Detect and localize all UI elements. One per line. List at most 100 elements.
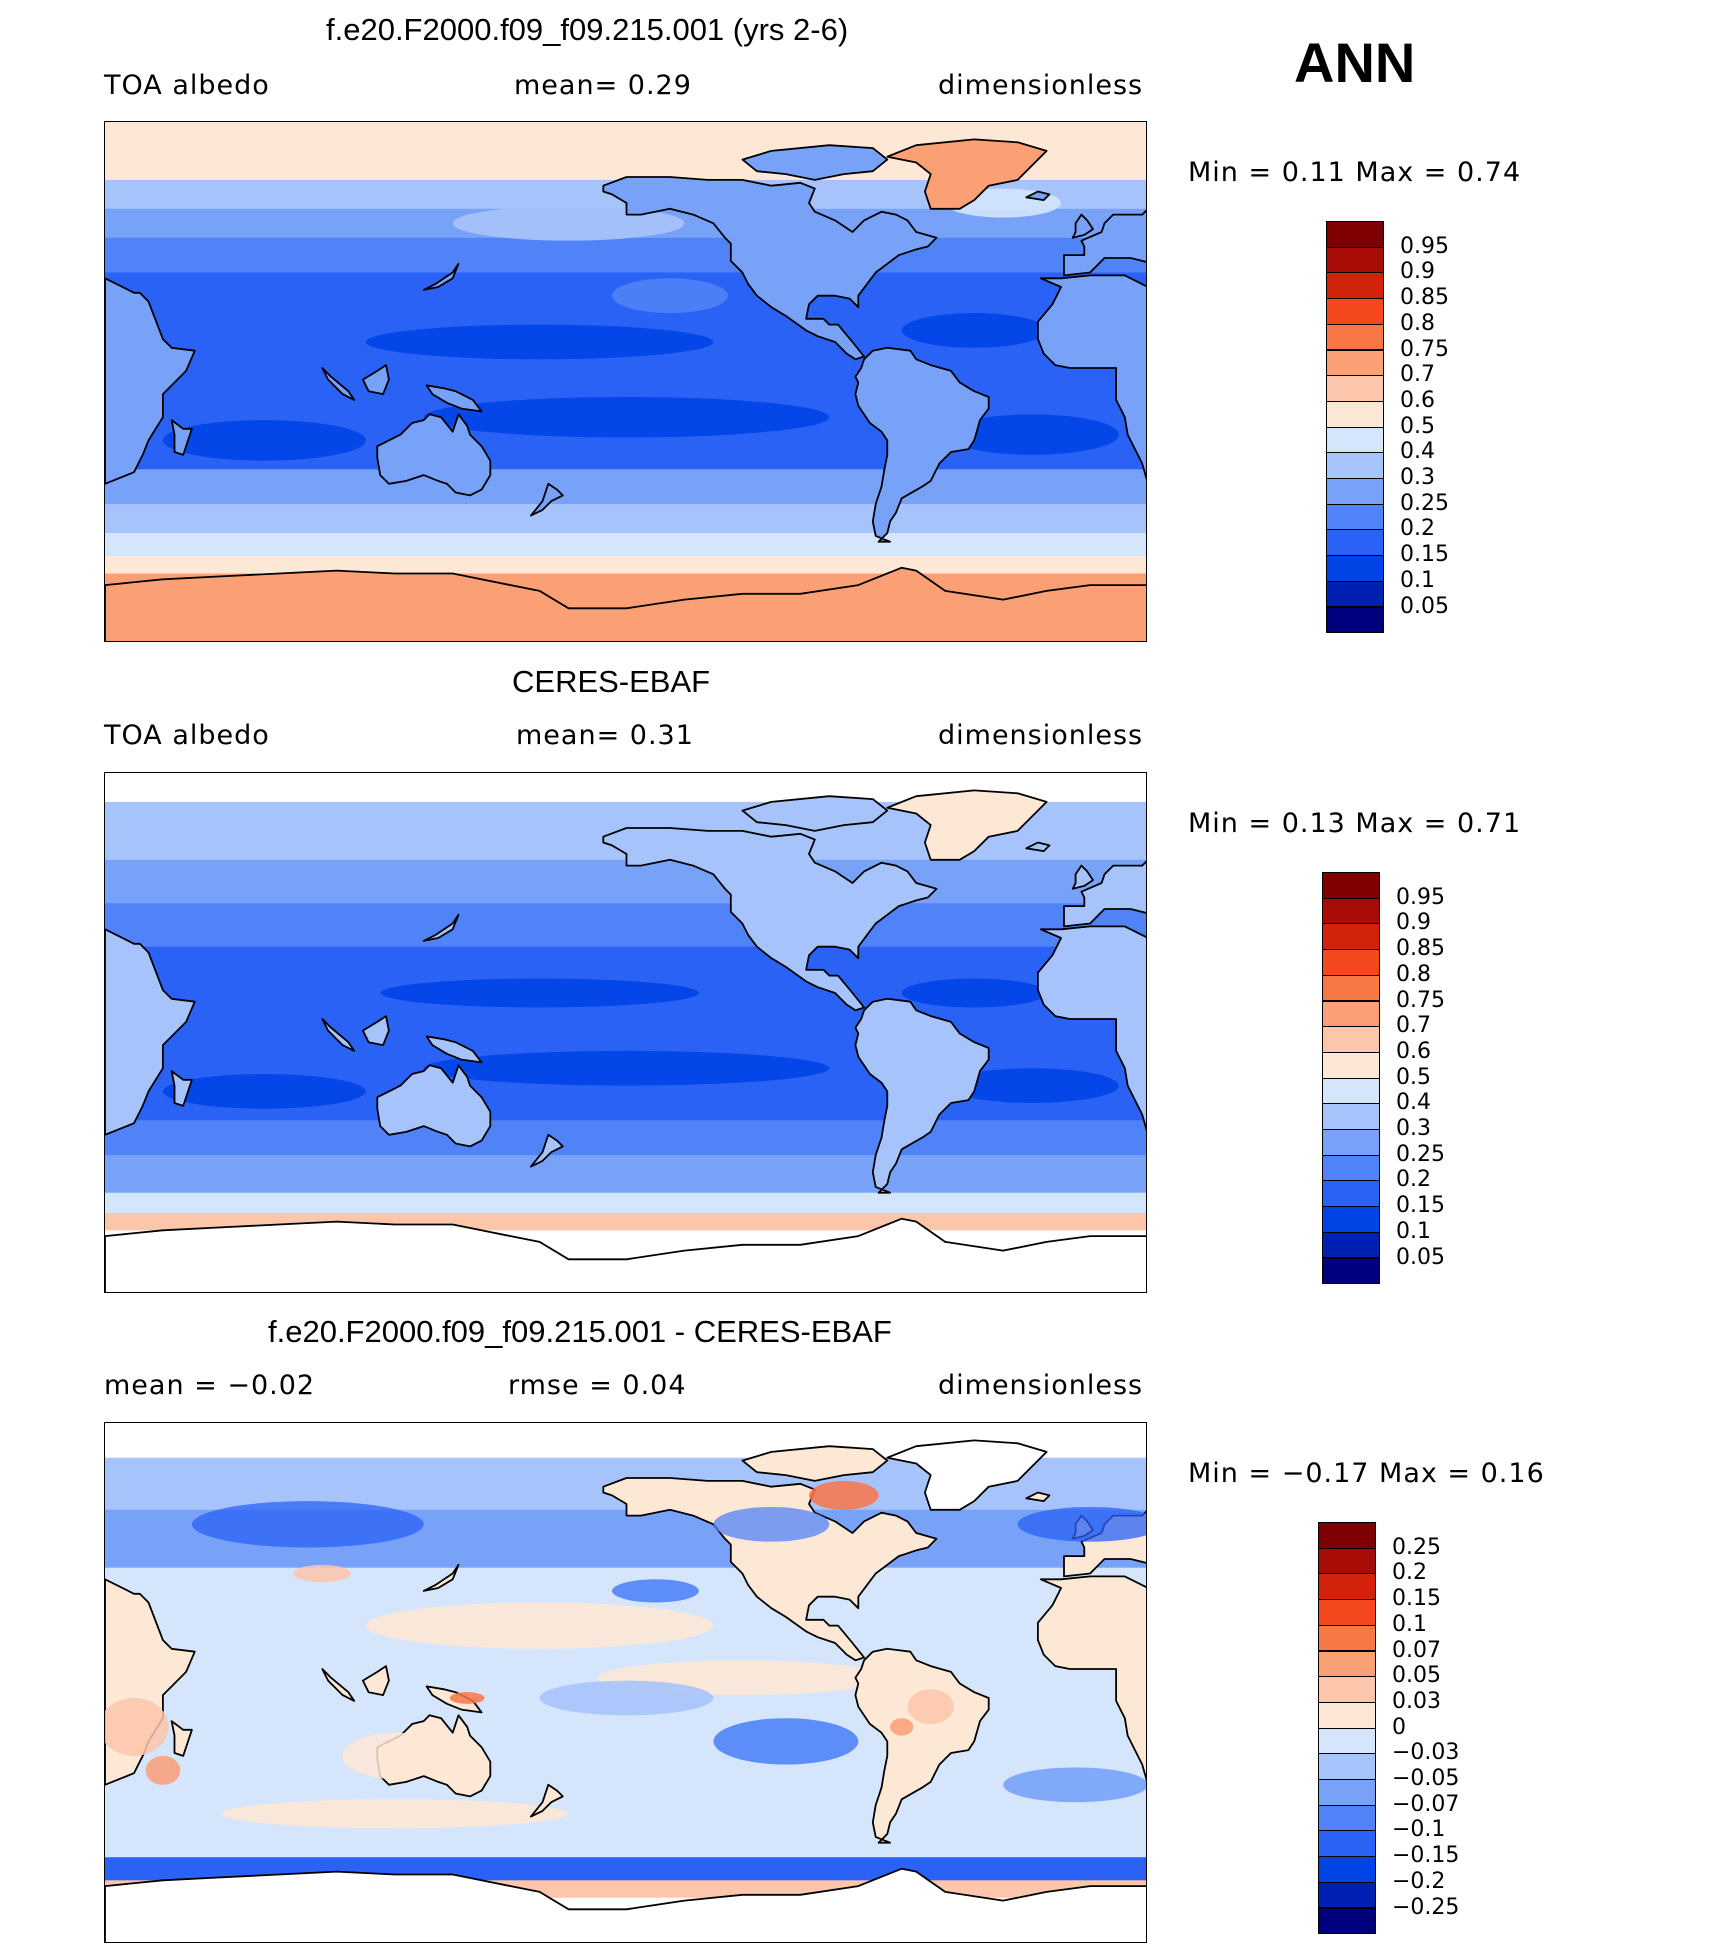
colorbar-swatch <box>1326 606 1384 634</box>
colorbar-swatch <box>1326 323 1384 351</box>
field-band <box>105 556 1146 575</box>
field-anomaly <box>901 313 1047 348</box>
coastline-sumatra <box>321 1668 356 1702</box>
colorbar-tick-label: 0.85 <box>1396 936 1445 962</box>
colorbar-tick-label: 0 <box>1392 1714 1406 1740</box>
panel-1-minmax: Min = 0.11 Max = 0.74 <box>1188 157 1522 188</box>
colorbar-swatch <box>1322 1000 1380 1028</box>
field-anomaly <box>365 324 714 360</box>
colorbar-swatch <box>1322 1026 1380 1053</box>
coastline-uk <box>1071 213 1094 239</box>
coastline-indonesia-borneo <box>361 1015 390 1047</box>
colorbar-tick-label: 0.2 <box>1392 1560 1427 1586</box>
colorbar-swatch <box>1318 1547 1376 1575</box>
colorbar-swatch <box>1322 1154 1380 1182</box>
coastline-north-america <box>602 176 938 361</box>
coastline-africa <box>1037 274 1146 481</box>
field-anomaly <box>365 1602 714 1649</box>
panel-2-mean-label: mean= 0.31 <box>516 720 694 751</box>
colorbar-tick-label: 0.8 <box>1396 961 1431 987</box>
colorbar-tick-label: 0.6 <box>1396 1038 1431 1064</box>
panel-2-map-svg <box>105 773 1146 1292</box>
colorbar-tick-label: −0.07 <box>1392 1791 1460 1817</box>
panel-3-map-svg <box>105 1423 1146 1942</box>
panel-2-variable-label: TOA albedo <box>104 720 270 751</box>
colorbar-tick-label: 0.75 <box>1396 987 1445 1013</box>
coastline-antarctica <box>105 1867 1146 1942</box>
colorbar-tick-label: −0.1 <box>1392 1817 1446 1843</box>
panel-3-mean-label: mean = −0.02 <box>104 1370 316 1401</box>
coastline-madagascar <box>170 1070 193 1107</box>
field-anomaly <box>901 978 1047 1008</box>
colorbar-swatch <box>1318 1727 1376 1755</box>
coastline-madagascar <box>170 419 193 456</box>
colorbar-tick-label: 0.07 <box>1392 1637 1441 1663</box>
field-anomaly <box>1017 1506 1146 1542</box>
panel-3-units-label: dimensionless <box>938 1370 1144 1401</box>
panel-2-title: CERES-EBAF <box>512 664 711 699</box>
field-anomaly <box>890 1718 914 1736</box>
colorbar-swatch <box>1318 1856 1376 1883</box>
colorbar-swatch <box>1318 1599 1376 1626</box>
colorbar-tick-label: 0.03 <box>1392 1688 1441 1714</box>
coastline-greenland <box>886 789 1048 861</box>
coastline-new-zealand <box>529 1133 564 1168</box>
colorbar-swatch <box>1318 1701 1376 1729</box>
colorbar-swatch <box>1326 426 1384 454</box>
colorbar-swatch <box>1318 1676 1376 1703</box>
colorbar-tick-label: 0.3 <box>1396 1116 1431 1141</box>
colorbar-swatch <box>1322 1103 1380 1130</box>
field-anomaly <box>342 1732 447 1780</box>
coastline-new-guinea <box>425 1035 483 1064</box>
coastline-new-guinea <box>425 384 483 413</box>
coastline-australia <box>376 413 492 497</box>
panel-3-minmax: Min = −0.17 Max = 0.16 <box>1188 1458 1545 1489</box>
field-anomaly <box>612 278 728 314</box>
coastline-greenland <box>886 1439 1048 1511</box>
panel-2-map <box>104 772 1147 1293</box>
colorbar-swatch <box>1318 1753 1376 1780</box>
colorbar-swatch <box>1318 1907 1376 1935</box>
colorbar-swatch <box>1322 1257 1380 1285</box>
season-label: ANN <box>1294 31 1416 94</box>
coastline-japan <box>422 913 460 942</box>
colorbar-swatch <box>1322 1231 1380 1259</box>
colorbar-tick-label: 0.7 <box>1400 362 1435 388</box>
coastline-uk <box>1071 864 1094 890</box>
colorbar-swatch <box>1326 478 1384 505</box>
field-anomaly <box>449 1692 485 1704</box>
colorbar-swatch <box>1318 1650 1376 1678</box>
colorbar-swatch <box>1322 923 1380 951</box>
coastline-japan <box>422 262 460 291</box>
panel-1-units-label: dimensionless <box>938 70 1144 101</box>
field-anomaly <box>1003 1767 1146 1803</box>
field-anomaly <box>809 1480 879 1510</box>
coastline-canada-islands <box>741 144 889 181</box>
panel-3-rmse-label: rmse = 0.04 <box>508 1370 687 1401</box>
colorbar-swatch <box>1318 1779 1376 1806</box>
colorbar-swatch <box>1322 1180 1380 1208</box>
colorbar-tick-label: −0.25 <box>1392 1894 1460 1920</box>
coastline-australia <box>376 1064 492 1148</box>
coastline-greenland <box>886 138 1048 210</box>
colorbar-swatch <box>1318 1881 1376 1909</box>
colorbar-tick-label: 0.95 <box>1396 884 1445 910</box>
colorbar-tick-label: −0.05 <box>1392 1766 1460 1791</box>
field-anomaly <box>945 1068 1120 1103</box>
colorbar-tick-label: 0.25 <box>1400 490 1449 516</box>
field-anomaly <box>380 978 699 1008</box>
coastline-indonesia-borneo <box>361 364 390 396</box>
coastline-south-america <box>854 346 990 543</box>
colorbar-swatch <box>1326 580 1384 608</box>
colorbar-swatch <box>1326 298 1384 325</box>
field-anomaly <box>945 414 1120 455</box>
colorbar-swatch <box>1326 400 1384 428</box>
colorbar-swatch <box>1322 872 1380 899</box>
coastline-canada-islands <box>741 795 889 832</box>
colorbar-tick-label: 0.85 <box>1400 285 1449 311</box>
colorbar-tick-label: 0.15 <box>1400 542 1449 568</box>
colorbar-swatch <box>1322 1077 1380 1105</box>
field-anomaly <box>162 420 366 461</box>
colorbar-swatch <box>1326 349 1384 377</box>
panel-3-map <box>104 1422 1147 1943</box>
